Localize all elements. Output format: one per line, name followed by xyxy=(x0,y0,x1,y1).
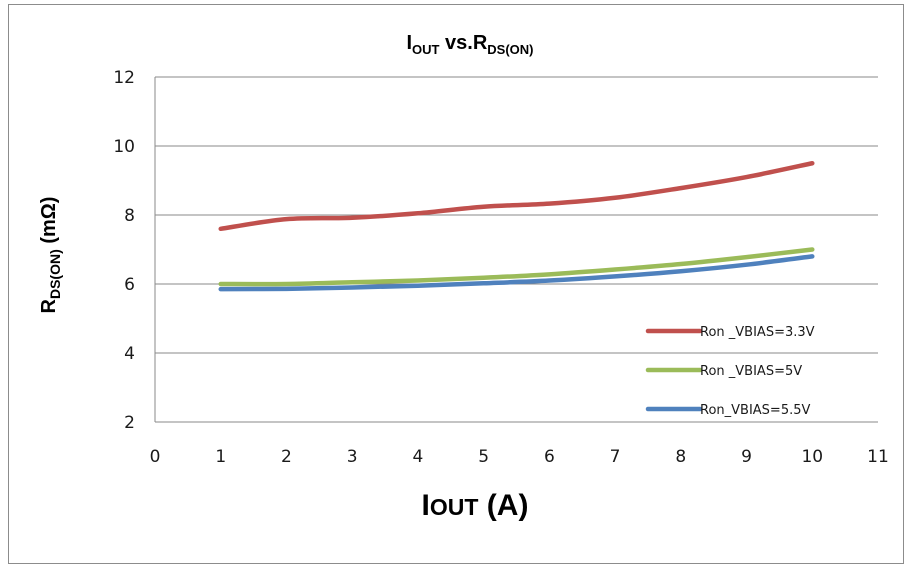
y-tick-label: 6 xyxy=(124,275,135,295)
series-line-1 xyxy=(218,161,815,232)
y-tick-label: 8 xyxy=(124,206,135,226)
series-line-2 xyxy=(218,247,815,287)
x-tick-labels: 0 1 2 3 4 5 6 7 8 9 10 11 xyxy=(150,447,889,467)
y-tick-label: 4 xyxy=(124,344,135,364)
legend-label: Ron _VBIAS=3.3V xyxy=(700,325,815,340)
axes xyxy=(154,77,878,423)
title-main-sub: OUT xyxy=(412,42,440,57)
title-main: I xyxy=(406,32,412,54)
title-rest: vs.R xyxy=(439,32,487,54)
y-tick-labels: 2 4 6 8 10 12 xyxy=(113,68,135,433)
ylabel-main: R xyxy=(38,298,60,313)
x-tick-label: 9 xyxy=(741,447,752,467)
x-tick-label: 4 xyxy=(412,447,423,467)
ylabel-sub: DS(ON) xyxy=(47,249,63,299)
x-tick-label: 10 xyxy=(801,447,823,467)
x-tick-label: 7 xyxy=(610,447,621,467)
xlabel-main: I xyxy=(422,489,430,522)
x-axis-label: IOUT (A) xyxy=(422,489,529,522)
y-tick-label: 2 xyxy=(124,413,135,433)
legend-label: Ron _VBIAS=5V xyxy=(700,364,802,379)
x-tick-label: 11 xyxy=(867,447,889,467)
series-line-3 xyxy=(218,254,815,292)
y-axis-label: RDS(ON) (mΩ) xyxy=(38,197,63,314)
ylabel-rest: (mΩ) xyxy=(38,197,60,250)
legend: Ron _VBIAS=3.3V Ron _VBIAS=5V Ron_VBIAS=5.… xyxy=(645,325,815,418)
y-tick-label: 10 xyxy=(113,137,135,157)
x-tick-label: 2 xyxy=(281,447,292,467)
title-rest-sub: DS(ON) xyxy=(487,42,533,57)
legend-label: Ron_VBIAS=5.5V xyxy=(700,403,810,418)
y-tick-label: 12 xyxy=(113,68,135,88)
x-tick-label: 5 xyxy=(478,447,489,467)
x-tick-label: 8 xyxy=(675,447,686,467)
xlabel-smallcaps: OUT xyxy=(430,494,479,520)
chart-title: IOUT vs.RDS(ON) xyxy=(406,32,533,57)
x-tick-label: 1 xyxy=(215,447,226,467)
gridlines xyxy=(155,76,878,354)
x-tick-label: 3 xyxy=(347,447,358,467)
xlabel-rest: (A) xyxy=(478,489,528,522)
series-lines xyxy=(218,161,815,292)
x-tick-label: 6 xyxy=(544,447,555,467)
x-tick-label: 0 xyxy=(150,447,161,467)
